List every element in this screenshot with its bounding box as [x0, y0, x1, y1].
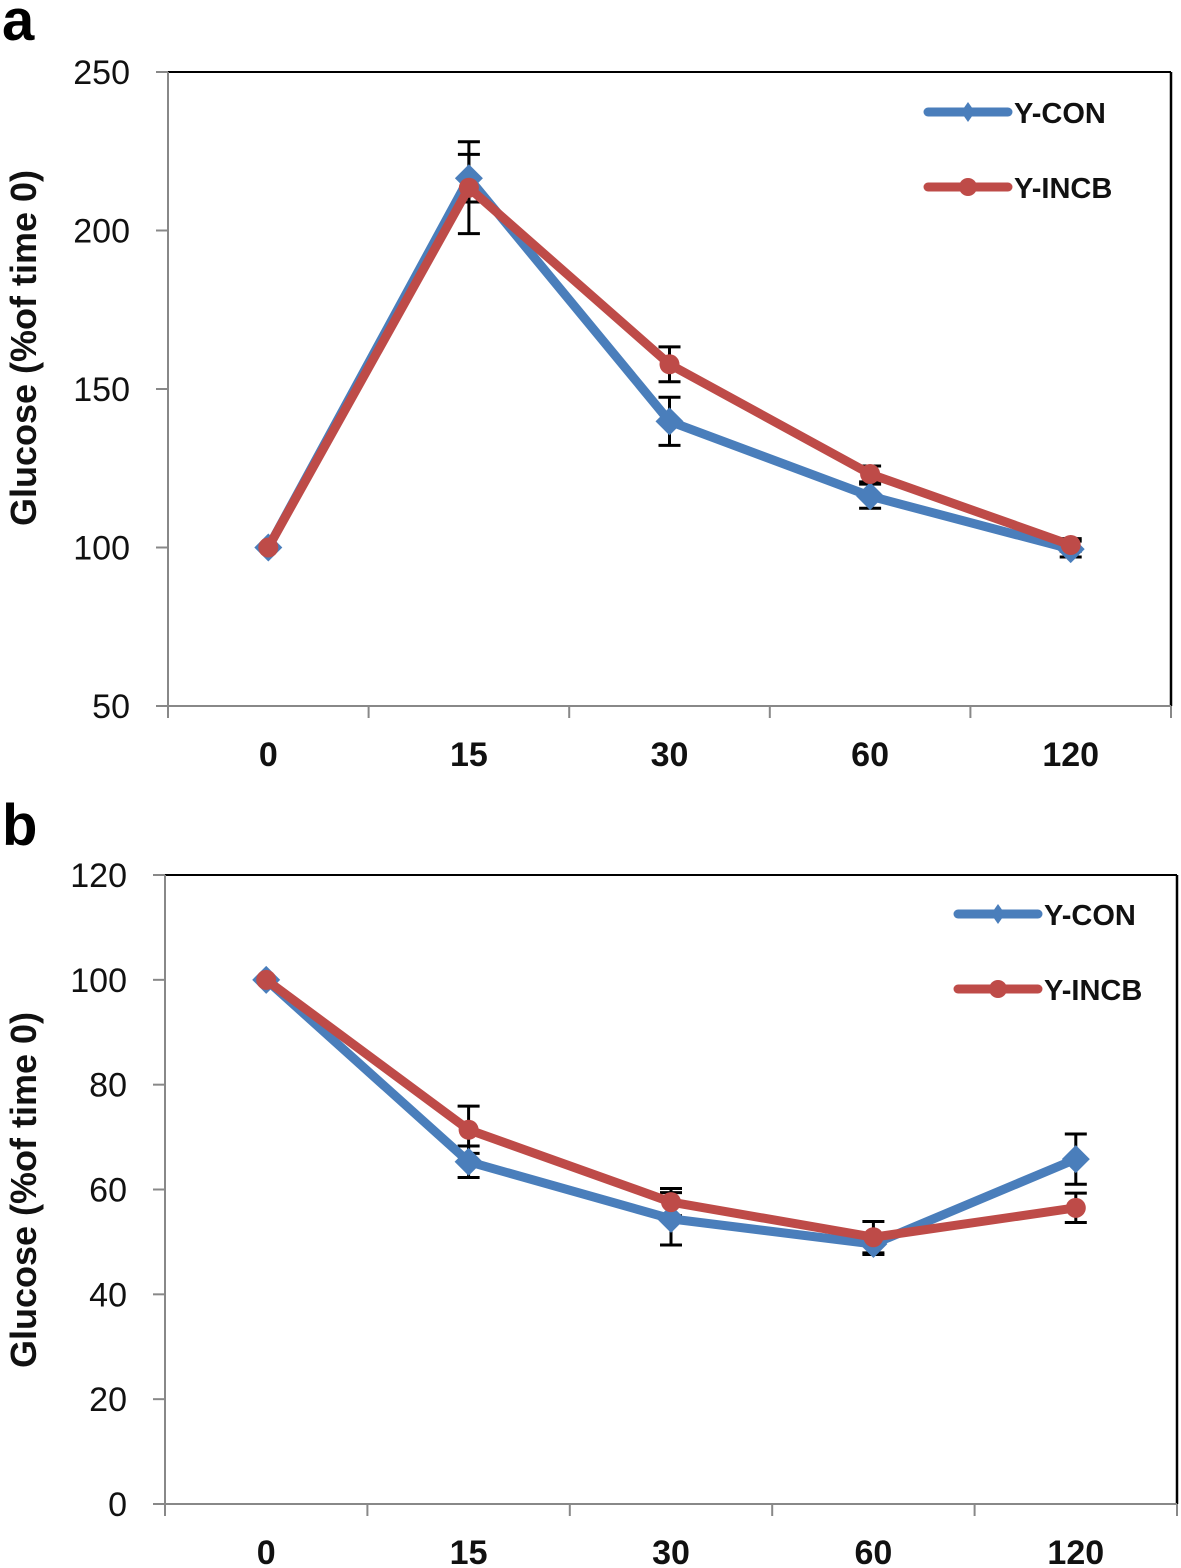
y-incb-data-point [458, 177, 479, 198]
legend-item-y-incb: Y-INCB [923, 173, 1112, 205]
panel-a-legend: Y-CON Y-INCB [923, 98, 1112, 205]
legend-item-y-con: Y-CON [953, 900, 1136, 932]
x-tick-label: 30 [651, 736, 689, 774]
panel-b-series [252, 965, 1090, 1259]
y-con-data-point [454, 1147, 483, 1176]
y-incb-data-point [258, 537, 279, 558]
y-tick-label: 80 [89, 1067, 127, 1105]
y-tick-label: 250 [73, 54, 130, 92]
y-tick-label: 200 [73, 213, 130, 251]
x-tick-label: 60 [851, 736, 889, 774]
legend-item-y-con: Y-CON [923, 98, 1106, 130]
y-con-data-point [1061, 1145, 1090, 1174]
y-tick-label: 50 [92, 688, 130, 726]
y-incb-data-point [458, 1119, 479, 1140]
y-tick-label: 100 [70, 962, 127, 1000]
panel-a-ticks: 50 100 150 200 250 0 15 30 60 120 [73, 54, 1172, 774]
y-tick-label: 150 [73, 371, 130, 409]
y-tick-label: 40 [89, 1276, 127, 1314]
panel-a: a 50 100 150 200 250 0 15 30 60 120 Y-CON Y-INCB G… [2, 0, 1173, 774]
legend-diamond-marker-icon [961, 102, 975, 122]
legend-circle-marker-icon [989, 980, 1007, 998]
panel-b-legend: Y-CON Y-INCB [953, 900, 1142, 1007]
y-tick-label: 120 [70, 857, 127, 895]
legend-label: Y-CON [1044, 900, 1136, 932]
y-tick-label: 20 [89, 1381, 127, 1419]
panel-a-axes [156, 71, 1173, 707]
legend-label: Y-CON [1014, 98, 1106, 130]
y-incb-data-point [256, 969, 277, 990]
y-con-data-point [856, 482, 885, 511]
y-incb-data-point [1065, 1197, 1086, 1218]
x-tick-label: 15 [450, 1534, 488, 1568]
panel-b-ticks: 0 20 40 60 80 100 120 0 15 30 60 120 [70, 857, 1178, 1568]
legend-diamond-marker-icon [991, 904, 1005, 924]
y-tick-label: 60 [89, 1172, 127, 1210]
panel-a-y-axis-label: Glucose (%of time 0) [3, 170, 44, 526]
x-tick-label: 0 [259, 736, 278, 774]
x-tick-label: 15 [450, 736, 488, 774]
x-tick-label: 0 [257, 1534, 276, 1568]
x-tick-label: 120 [1047, 1534, 1104, 1568]
y-incb-data-point [863, 1227, 884, 1248]
x-tick-label: 60 [854, 1534, 892, 1568]
legend-item-y-incb: Y-INCB [953, 975, 1142, 1007]
legend-circle-marker-icon [959, 178, 977, 196]
y-con-data-point [657, 1204, 685, 1233]
panel-a-series [254, 140, 1085, 564]
y-con-data-point [655, 407, 684, 436]
x-tick-label: 120 [1042, 736, 1099, 774]
legend-label: Y-INCB [1014, 173, 1112, 205]
legend-label: Y-INCB [1044, 975, 1142, 1007]
x-tick-label: 30 [652, 1534, 690, 1568]
panel-b-letter: b [2, 793, 37, 858]
y-incb-data-point [860, 463, 881, 484]
panel-b-y-axis-label: Glucose (%of time 0) [3, 1012, 44, 1368]
y-incb-data-point [659, 354, 680, 375]
y-incb-data-point [1060, 534, 1081, 555]
panel-a-letter: a [2, 0, 35, 53]
y-tick-label: 100 [73, 530, 130, 568]
y-incb-data-point [661, 1192, 681, 1213]
y-tick-label: 0 [108, 1486, 127, 1524]
